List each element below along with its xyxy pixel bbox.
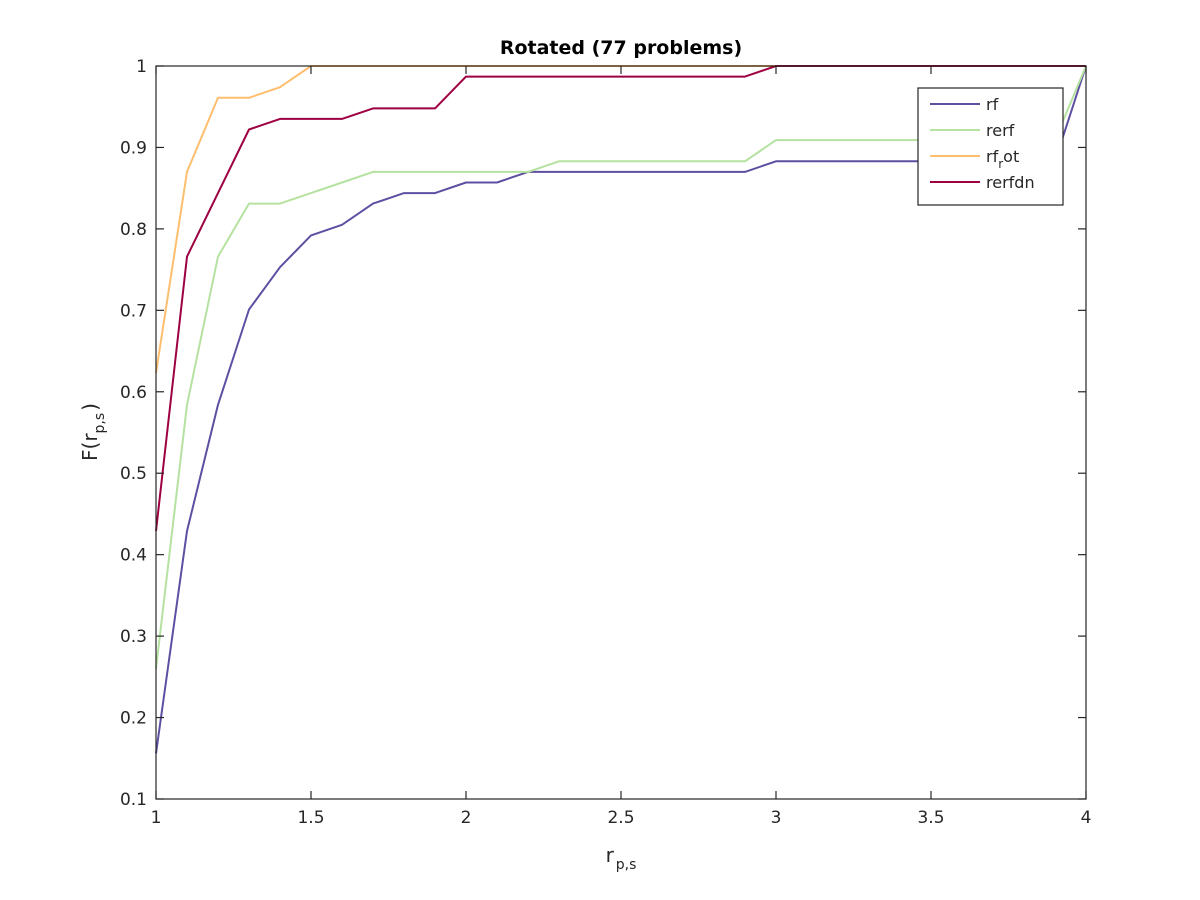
y-tick-label: 0.2 — [120, 709, 147, 729]
legend: rf rerf rfrot rerfdn — [917, 87, 1064, 206]
legend-box — [917, 87, 1064, 206]
y-tick-label: 1 — [136, 57, 147, 77]
series-line-rerf — [155, 65, 1087, 669]
x-tick-label: 2.5 — [607, 808, 634, 828]
x-axis-label-sub: p,s — [616, 857, 637, 873]
legend-label-rerfdn: rerfdn — [986, 173, 1035, 192]
y-tick-label: 0.9 — [120, 138, 147, 158]
y-axis-label: F(rp,s) — [78, 403, 108, 461]
legend-label-rf: rf — [986, 95, 999, 114]
legend-label-rf-rot: rfrot — [986, 147, 1019, 171]
y-axis-label-close: ) — [78, 403, 102, 411]
y-axis-label-main: F(r — [78, 433, 102, 461]
x-tick-label: 3 — [771, 808, 782, 828]
x-axis-label: r p,s — [606, 843, 637, 873]
y-tick-label: 0.3 — [120, 627, 147, 647]
x-tick-label: 1 — [151, 808, 162, 828]
series-line-rerfdn — [155, 65, 1086, 532]
series-line-rf — [155, 65, 1087, 754]
y-tick-label: 0.6 — [120, 383, 147, 403]
y-tick-label: 0.5 — [120, 464, 147, 484]
y-tick-label: 0.8 — [120, 220, 147, 240]
ticks-layer: 1 1.5 2 2.5 3 3.5 4 0.1 0.2 0.3 0.4 0.5 0.6 0.7 0.8 0.9… — [120, 57, 1091, 828]
x-axis-label-main: r — [606, 843, 615, 867]
legend-label-rerf: rerf — [986, 121, 1015, 140]
x-tick-label: 2 — [461, 808, 472, 828]
svg-text:F(rp,s): F(rp,s) — [78, 403, 108, 461]
y-tick-label: 0.7 — [120, 301, 147, 321]
x-tick-label: 3.5 — [917, 808, 944, 828]
x-tick-label: 4 — [1081, 808, 1092, 828]
y-tick-label: 0.1 — [120, 790, 147, 810]
y-axis-label-sub: p,s — [92, 413, 108, 434]
x-tick-label: 1.5 — [297, 808, 324, 828]
chart-title: Rotated (77 problems) — [500, 37, 742, 59]
y-tick-label: 0.4 — [120, 546, 147, 566]
